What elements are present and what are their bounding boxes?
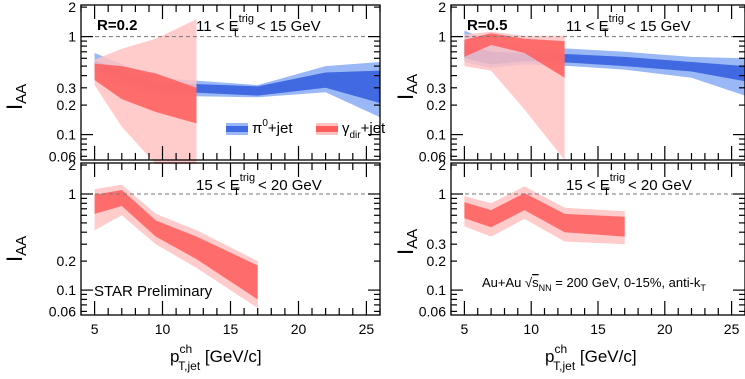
panel-bottom-left: 5 10 15 20 25 0.06 0.1 0.2 1 2 <box>49 157 381 337</box>
x-axis-label-left: pch T,jet [GeV/c] <box>170 342 262 373</box>
y-tick-label: 0.3 <box>427 80 447 96</box>
kinematics-label-top-left: 11 < Etrig T < 15 GeV <box>196 13 321 39</box>
y-tick-label: 2 <box>438 0 446 15</box>
y-tick-label: 0.1 <box>57 127 77 143</box>
panel-bottom-right: 5 10 15 20 25 0.06 0.1 0.20.3 1 2 <box>419 157 745 337</box>
r-label-left: R=0.2 <box>97 17 137 34</box>
x-tick-label: 20 <box>657 321 673 337</box>
y-tick-label: 0.2 <box>427 253 447 269</box>
y-tick-label: 1 <box>438 186 446 202</box>
y-tick-label: 0.06 <box>49 303 76 319</box>
y-tick-label: 1 <box>68 186 76 202</box>
x-tick-label: 5 <box>461 321 469 337</box>
x-tick-label: 5 <box>91 321 99 337</box>
legend-label-pi0: π0+jet <box>252 118 293 137</box>
band-sys-gamma <box>464 33 565 78</box>
y-axis-label-top-right: IAA <box>393 74 421 100</box>
panel-top-left: 0.06 0.1 0.20.3 1 2 <box>49 0 381 164</box>
x-tick-label: 15 <box>223 321 239 337</box>
y-tick-label: 0.06 <box>419 148 446 164</box>
y-tick-label: 0.06 <box>419 303 446 319</box>
x-tick-label: 25 <box>724 321 740 337</box>
legend-label-gamma: γdir+jet <box>342 120 386 141</box>
x-tick-label: 10 <box>523 321 539 337</box>
x-tick-label: 25 <box>359 321 375 337</box>
y-axis-label-bottom-left: IAA <box>2 236 30 262</box>
kinematics-label-bottom-left: 15 < Etrig T < 20 GeV <box>196 172 322 198</box>
y-tick-label: 0.06 <box>49 148 76 164</box>
band-total-gamma <box>464 31 565 160</box>
panel-top-right: 0.06 0.1 0.20.3 1 2 <box>419 0 745 164</box>
x-tick-label: 10 <box>155 321 171 337</box>
y-tick-label: 0.3 <box>57 80 77 96</box>
kinematics-label-top-right: 11 < Etrig T < 15 GeV <box>566 13 691 39</box>
y-tick-label: 0.1 <box>427 127 447 143</box>
y-tick-label: 2 <box>438 157 446 173</box>
y-tick-label: 0.2 <box>427 97 447 113</box>
band-sys-pi0 <box>464 43 745 82</box>
y-tick-label: 0.2 <box>57 97 77 113</box>
y-tick-label: 2 <box>68 0 76 15</box>
y-tick-label: 0.1 <box>57 282 77 298</box>
x-tick-label: 15 <box>590 321 606 337</box>
y-tick-label: 2 <box>68 157 76 173</box>
y-tick-label: 0.1 <box>427 282 447 298</box>
band-sys-gamma <box>94 190 258 300</box>
legend: π0+jet γdir+jet <box>226 118 386 141</box>
y-tick-label: 1 <box>438 29 446 45</box>
band-total-pi0 <box>94 53 380 118</box>
star-preliminary-label: STAR Preliminary <box>94 283 213 300</box>
y-tick-label: 0.3 <box>427 236 447 252</box>
y-tick-label: 1 <box>68 29 76 45</box>
band-sys-gamma <box>464 193 625 237</box>
legend-swatch-gamma-inner <box>316 126 338 132</box>
x-axis-label-right: pch T,jet [GeV/c] <box>545 342 637 373</box>
band-sys-gamma <box>94 63 197 124</box>
x-tick-label: 20 <box>291 321 307 337</box>
y-tick-label: 0.2 <box>57 253 77 269</box>
r-label-right: R=0.5 <box>467 17 507 34</box>
kinematics-label-bottom-right: 15 < Etrig T < 20 GeV <box>566 172 692 198</box>
legend-swatch-pi0-inner <box>226 126 248 132</box>
y-axis-label-bottom-right: IAA <box>393 229 421 255</box>
y-axis-label-top-left: IAA <box>2 84 30 110</box>
collision-system-label: Au+Au √sNN = 200 GeV, 0-15%, anti-kT <box>482 275 706 293</box>
